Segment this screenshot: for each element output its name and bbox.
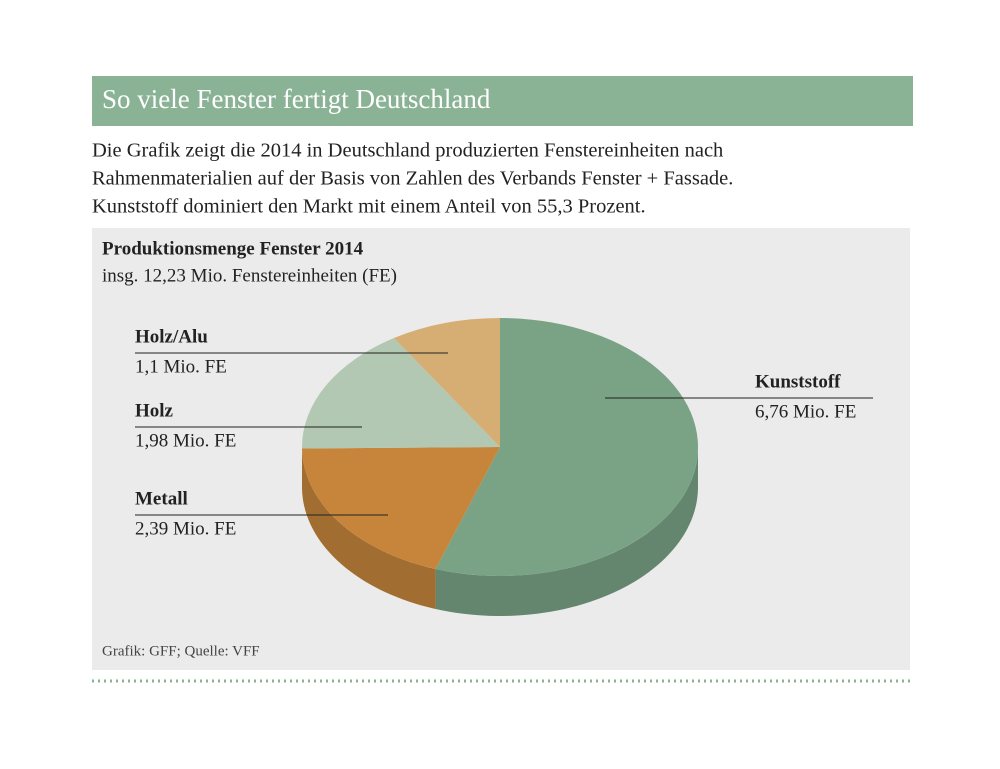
slice-value: 2,39 Mio. FE	[135, 518, 236, 539]
slice-name: Kunststoff	[755, 371, 841, 392]
pie-slice	[302, 338, 500, 449]
labels: Kunststoff 6,76 Mio. FE Metall 2,39 Mio. FE…	[135, 326, 873, 539]
slice-value: 6,76 Mio. FE	[755, 401, 856, 422]
slice-name: Holz/Alu	[135, 326, 208, 347]
header-band	[92, 76, 913, 126]
pie-slice	[302, 447, 500, 569]
slice-value: 1,1 Mio. FE	[135, 356, 227, 377]
pie-side	[302, 448, 436, 609]
slice-name: Holz	[135, 400, 174, 421]
slice-name: Metall	[135, 488, 188, 509]
pie-slice	[435, 318, 699, 576]
slice-value: 1,98 Mio. FE	[135, 430, 236, 451]
intro-line: Kunststoff dominiert den Markt mit einem…	[92, 196, 646, 218]
chart-title: Produktionsmenge Fenster 2014	[102, 238, 364, 259]
source: Grafik: GFF; Quelle: VFF	[102, 643, 260, 659]
headline: So viele Fenster fertigt Deutschland	[102, 84, 491, 114]
pie-slice	[393, 318, 500, 447]
intro-line: Rahmenmaterialien auf der Basis von Zahl…	[92, 168, 733, 190]
pie	[302, 318, 699, 616]
pie-side	[435, 447, 698, 616]
intro-line: Die Grafik zeigt die 2014 in Deutschland…	[92, 140, 723, 162]
chart-subtitle: insg. 12,23 Mio. Fenstereinheiten (FE)	[102, 265, 397, 286]
